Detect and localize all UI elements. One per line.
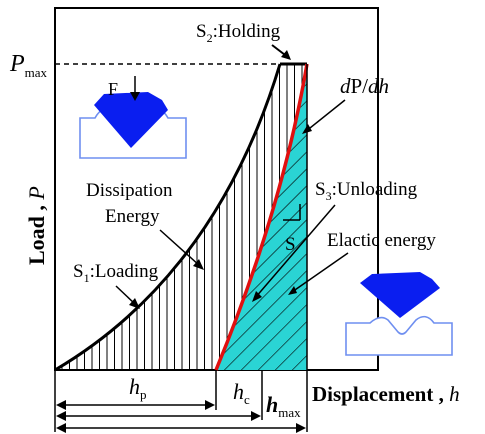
s2-holding-label: S2:Holding	[196, 21, 281, 45]
s3-arrowhead	[252, 291, 262, 302]
y-axis-label: Load , P	[24, 186, 49, 265]
s3-unloading-label: S3:Unloading	[315, 179, 418, 203]
dissipation-arrowhead	[193, 259, 204, 270]
force-label: F	[108, 79, 118, 99]
unloaded-indenter-inset	[345, 272, 453, 356]
dissipation-energy-label: Dissipation Energy	[86, 180, 173, 227]
dpdh-label: dP/dh	[340, 74, 389, 98]
hmax-label: hmax	[266, 392, 301, 420]
elastic-energy-label: Elactic energy	[327, 230, 436, 251]
hp-label: hp	[129, 374, 147, 402]
hc-label: hc	[233, 379, 250, 407]
x-axis-label: Displacement , h	[312, 382, 460, 406]
stiffness-s-label: S	[285, 234, 296, 255]
force-arrowhead	[130, 92, 140, 101]
s1-loading-label: S1:Loading	[73, 261, 159, 285]
specimen-unloaded	[345, 315, 453, 356]
loaded-indenter-inset: F	[79, 76, 187, 159]
pmax-label: Pmax	[9, 51, 48, 80]
indenter-unloaded	[360, 272, 440, 318]
dissipation-region-lines	[61, 64, 303, 370]
s1-arrowhead	[129, 298, 140, 309]
dpdh-arrowhead	[302, 124, 312, 134]
indenter-loaded	[94, 92, 168, 148]
loading-curve	[54, 63, 282, 372]
elastic-arrowhead	[288, 286, 297, 295]
s2-arrowhead	[281, 50, 291, 60]
unloading-curve	[214, 63, 309, 371]
